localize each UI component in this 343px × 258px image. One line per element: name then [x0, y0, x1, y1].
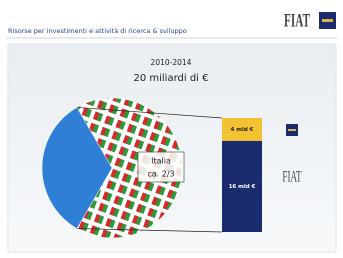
brand-logo: FIAT	[282, 168, 301, 185]
slide: Risorse per investimenti e attività di r…	[0, 0, 343, 258]
chart-title: 2010-2014	[151, 58, 192, 67]
group-logo-band	[322, 19, 333, 22]
slice-value-label: ca. 2/3	[147, 170, 174, 179]
chart-subtitle: 20 miliardi di €	[133, 73, 208, 84]
group-logo-band	[288, 129, 296, 131]
slide-title: Risorse per investimenti e attività di r…	[8, 27, 187, 35]
logo: FIAT	[284, 11, 310, 32]
bar-value-label: 4 mld €	[230, 127, 253, 133]
slice-label: Italia	[151, 157, 171, 166]
bar-value-label: 16 mld €	[229, 184, 256, 190]
